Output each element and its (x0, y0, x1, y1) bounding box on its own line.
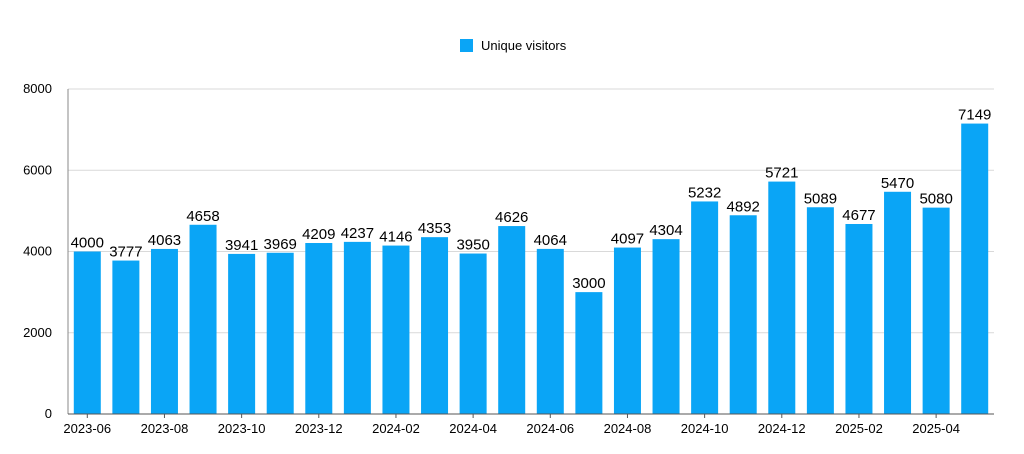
data-label: 5721 (765, 165, 798, 182)
data-label: 3941 (225, 237, 258, 254)
x-tick-label: 2023-12 (295, 421, 343, 436)
bar (228, 253, 256, 414)
bar (729, 215, 757, 414)
bar (459, 253, 487, 414)
x-tick-label: 2023-06 (63, 421, 111, 436)
data-label: 4658 (186, 208, 219, 225)
data-label: 5080 (919, 191, 952, 208)
bar (806, 207, 834, 414)
data-label: 4304 (649, 222, 682, 239)
data-label: 4063 (148, 232, 181, 249)
bar (498, 226, 526, 414)
legend: Unique visitors (460, 38, 567, 53)
data-label: 4146 (379, 229, 412, 246)
bar (961, 123, 989, 415)
data-label: 3777 (109, 244, 142, 261)
x-tick-label: 2024-12 (758, 421, 806, 436)
data-labels: 4000 3777 4063 4658 3941 3969 4209 4237 4146 4353… (71, 107, 992, 293)
legend-label: Unique visitors (481, 38, 567, 53)
bar (845, 223, 873, 414)
data-label: 4064 (534, 232, 567, 249)
data-label: 5232 (688, 184, 721, 201)
y-tick-label: 0 (45, 406, 52, 421)
bar (112, 260, 140, 414)
data-label: 4892 (727, 198, 760, 215)
bar (575, 292, 603, 414)
data-label: 3950 (456, 237, 489, 254)
x-tick-label: 2025-02 (835, 421, 883, 436)
bar (421, 237, 449, 414)
bar (768, 181, 796, 414)
y-axis: 0 2000 4000 6000 8000 (23, 81, 69, 421)
bars (73, 123, 989, 415)
y-tick-label: 4000 (23, 244, 52, 259)
data-label: 4097 (611, 231, 644, 248)
y-tick-label: 2000 (23, 325, 52, 340)
data-label: 3969 (264, 236, 297, 253)
x-tick-label: 2023-08 (141, 421, 189, 436)
bar (305, 243, 333, 414)
bar (73, 251, 101, 414)
data-label: 4353 (418, 220, 451, 237)
bar (884, 191, 912, 414)
bar (613, 247, 641, 414)
x-tick-label: 2024-04 (449, 421, 497, 436)
bar (652, 239, 680, 414)
bar (150, 248, 178, 414)
data-label: 4000 (71, 235, 104, 252)
bar (922, 207, 950, 414)
bar (266, 252, 294, 414)
x-tick-label: 2024-08 (604, 421, 652, 436)
gridlines (68, 88, 994, 334)
bar (189, 224, 217, 414)
x-tick-label: 2024-06 (526, 421, 574, 436)
bar (536, 248, 564, 414)
data-label: 4626 (495, 209, 528, 226)
data-label: 5089 (804, 190, 837, 207)
x-tick-label: 2025-04 (912, 421, 960, 436)
data-label: 3000 (572, 275, 605, 292)
data-label: 7149 (958, 107, 991, 124)
bar (691, 201, 719, 414)
y-tick-label: 6000 (23, 162, 52, 177)
x-tick-label: 2024-10 (681, 421, 729, 436)
data-label: 5470 (881, 175, 914, 192)
legend-swatch (460, 39, 473, 52)
x-tick-label: 2024-02 (372, 421, 420, 436)
data-label: 4209 (302, 226, 335, 243)
x-tick-label: 2023-10 (218, 421, 266, 436)
y-tick-label: 8000 (23, 81, 52, 96)
data-label: 4677 (842, 207, 875, 224)
bar (343, 241, 371, 414)
data-label: 4237 (341, 225, 374, 242)
bar (382, 245, 410, 414)
x-axis: 2023-06 2023-08 2023-10 2023-12 2024-02 2024-… (63, 413, 994, 436)
